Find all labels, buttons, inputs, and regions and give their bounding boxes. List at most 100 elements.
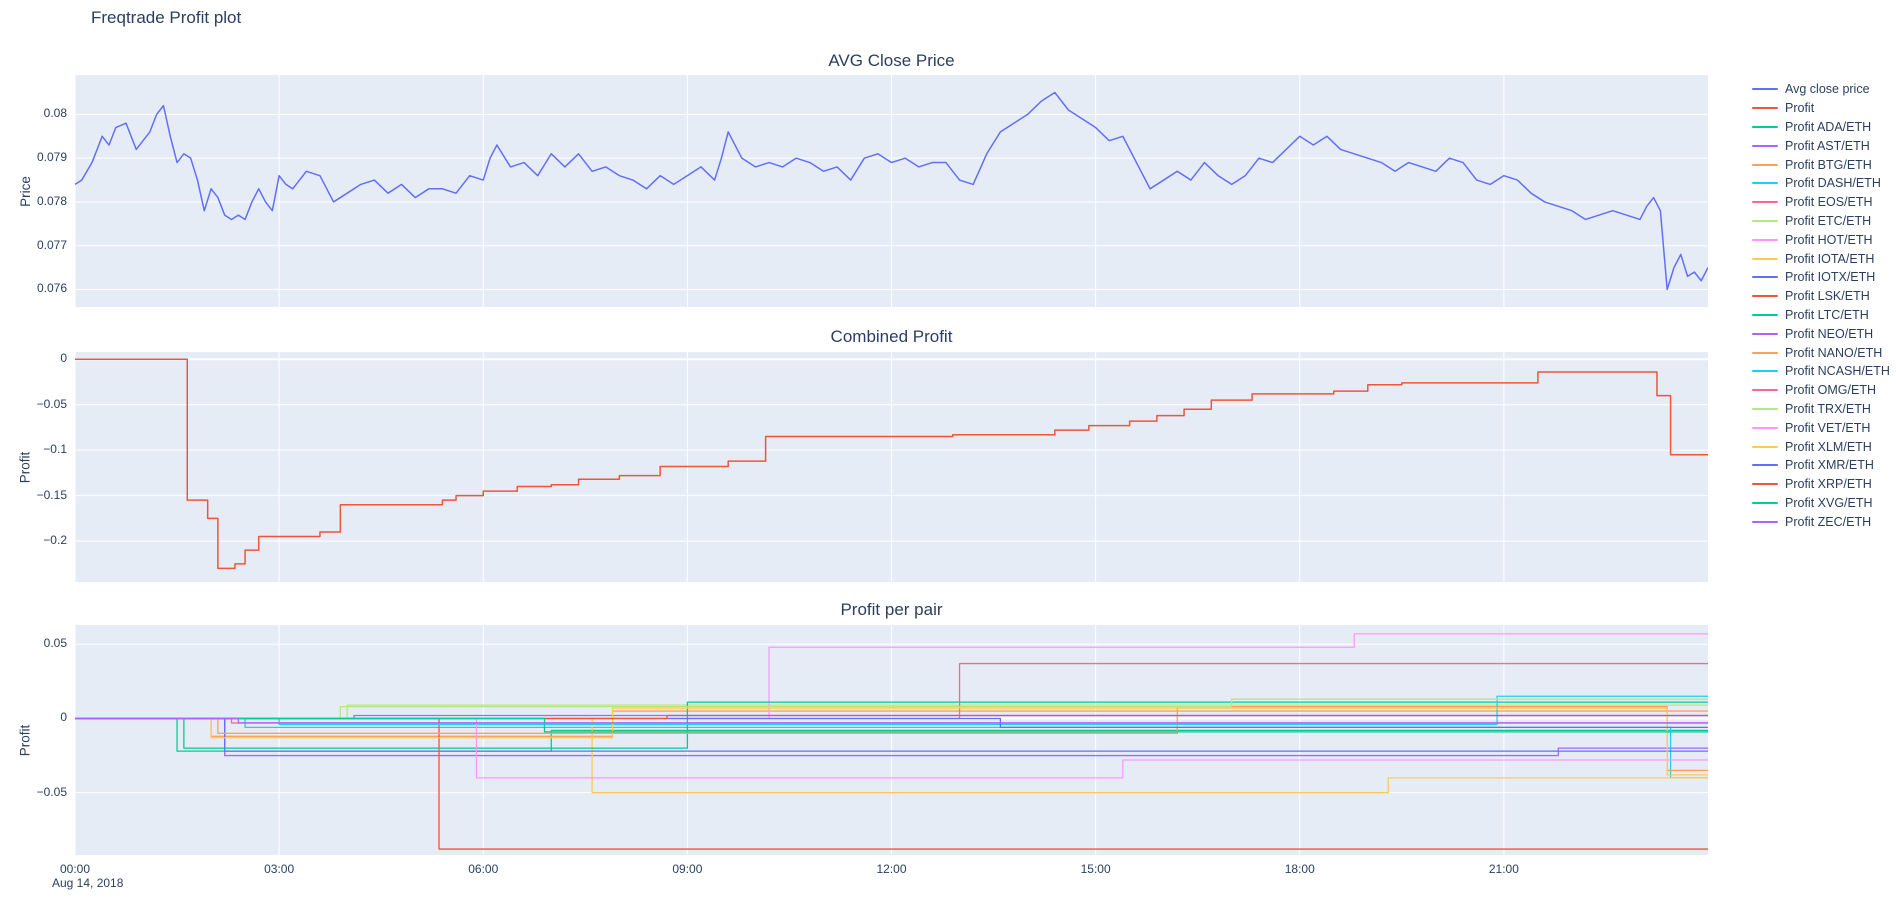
legend-item[interactable]: Avg close price: [1752, 80, 1890, 99]
series-line-avg-close-price[interactable]: [75, 91, 1708, 291]
x-tick-label: 06:00: [468, 862, 499, 876]
legend-line-swatch: [1752, 201, 1778, 204]
series-line-profit-xvg-eth[interactable]: [75, 717, 1708, 733]
legend-item-label: Profit BTG/ETH: [1785, 157, 1872, 172]
legend-item-label: Profit: [1785, 101, 1815, 116]
legend-line-swatch: [1752, 332, 1778, 335]
legend-item[interactable]: Profit TRX/ETH: [1752, 400, 1890, 419]
legend-item-label: Profit VET/ETH: [1785, 420, 1871, 435]
avg-close-price-plot[interactable]: [75, 75, 1708, 307]
x-tick-label: 15:00: [1080, 862, 1111, 876]
legend-line-swatch: [1752, 370, 1778, 373]
legend-item[interactable]: Profit ZEC/ETH: [1752, 512, 1890, 531]
legend-item[interactable]: Profit ADA/ETH: [1752, 118, 1890, 137]
legend-line-swatch: [1752, 125, 1778, 128]
legend-item-label: Profit OMG/ETH: [1785, 383, 1876, 398]
legend-item-label: Profit NEO/ETH: [1785, 326, 1874, 341]
legend-line-swatch: [1752, 88, 1778, 91]
legend-line-swatch: [1752, 107, 1778, 110]
legend: Avg close price Profit Profit ADA/ETH Profi…: [1752, 80, 1890, 531]
legend-item[interactable]: Profit XRP/ETH: [1752, 475, 1890, 494]
legend-item[interactable]: Profit LTC/ETH: [1752, 306, 1890, 325]
combined-profit-plot[interactable]: [75, 352, 1708, 582]
legend-line-swatch: [1752, 445, 1778, 448]
legend-item-label: Profit DASH/ETH: [1785, 176, 1881, 191]
legend-line-swatch: [1752, 389, 1778, 392]
legend-item-label: Profit XMR/ETH: [1785, 458, 1874, 473]
legend-line-swatch: [1752, 295, 1778, 298]
legend-item-label: Profit XRP/ETH: [1785, 477, 1872, 492]
legend-item[interactable]: Profit XMR/ETH: [1752, 456, 1890, 475]
legend-line-swatch: [1752, 483, 1778, 486]
y-axis-label-profit-per-pair-wrap: Profit: [14, 625, 36, 855]
chart-title-combined-profit: Combined Profit: [830, 327, 953, 346]
legend-item[interactable]: Profit IOTA/ETH: [1752, 249, 1890, 268]
profit-per-pair-plot[interactable]: [75, 625, 1708, 855]
chart-title-profit-per-pair: Profit per pair: [840, 600, 943, 619]
legend-item[interactable]: Profit IOTX/ETH: [1752, 268, 1890, 287]
series-line-profit-zec-eth[interactable]: [75, 717, 1708, 724]
legend-item[interactable]: Profit ETC/ETH: [1752, 212, 1890, 231]
legend-item[interactable]: Profit NANO/ETH: [1752, 343, 1890, 362]
legend-line-swatch: [1752, 407, 1778, 410]
legend-item[interactable]: Profit HOT/ETH: [1752, 230, 1890, 249]
legend-item[interactable]: Profit AST/ETH: [1752, 136, 1890, 155]
legend-item-label: Profit IOTA/ETH: [1785, 251, 1875, 266]
legend-item-label: Profit AST/ETH: [1785, 138, 1870, 153]
legend-item-label: Profit HOT/ETH: [1785, 232, 1873, 247]
legend-line-swatch: [1752, 501, 1778, 504]
legend-line-swatch: [1752, 238, 1778, 241]
legend-line-swatch: [1752, 351, 1778, 354]
legend-line-swatch: [1752, 520, 1778, 523]
legend-line-swatch: [1752, 426, 1778, 429]
legend-item-label: Profit XLM/ETH: [1785, 439, 1872, 454]
legend-line-swatch: [1752, 163, 1778, 166]
legend-item-label: Profit ZEC/ETH: [1785, 514, 1872, 529]
y-axis-label-combined-profit-wrap: Profit: [14, 352, 36, 582]
legend-item-label: Profit LSK/ETH: [1785, 289, 1870, 304]
legend-item[interactable]: Profit VET/ETH: [1752, 418, 1890, 437]
x-tick-label: 12:00: [876, 862, 907, 876]
chart-title-avg-close-price: AVG Close Price: [828, 51, 955, 70]
legend-line-swatch: [1752, 144, 1778, 147]
y-axis-label-price-wrap: Price: [14, 75, 36, 307]
x-tick-label: 03:00: [264, 862, 295, 876]
x-tick-label: 09:00: [672, 862, 703, 876]
legend-item-label: Profit ETC/ETH: [1785, 213, 1872, 228]
legend-item-label: Profit EOS/ETH: [1785, 195, 1873, 210]
legend-item[interactable]: Profit LSK/ETH: [1752, 287, 1890, 306]
legend-item[interactable]: Profit XVG/ETH: [1752, 494, 1890, 513]
series-line-profit[interactable]: [75, 358, 1708, 570]
legend-item-label: Profit ADA/ETH: [1785, 119, 1872, 134]
legend-item-label: Profit NANO/ETH: [1785, 345, 1883, 360]
x-tick-label: 00:00: [59, 862, 91, 876]
legend-item-label: Profit IOTX/ETH: [1785, 270, 1876, 285]
x-tick-label: 18:00: [1284, 862, 1315, 876]
legend-item[interactable]: Profit BTG/ETH: [1752, 155, 1890, 174]
legend-item[interactable]: Profit NEO/ETH: [1752, 324, 1890, 343]
legend-item-label: Profit XVG/ETH: [1785, 495, 1873, 510]
y-axis-label-profit-per-pair: Profit: [17, 724, 33, 756]
page-title: Freqtrade Profit plot: [91, 8, 242, 27]
y-axis-label-price: Price: [17, 175, 33, 207]
legend-item[interactable]: Profit: [1752, 99, 1890, 118]
y-axis-label-combined-profit: Profit: [17, 451, 33, 483]
legend-line-swatch: [1752, 276, 1778, 279]
x-axis-date-label: Aug 14, 2018: [52, 876, 124, 890]
legend-item[interactable]: Profit DASH/ETH: [1752, 174, 1890, 193]
legend-line-swatch: [1752, 182, 1778, 185]
legend-line-swatch: [1752, 313, 1778, 316]
x-tick-label: 21:00: [1488, 862, 1519, 876]
legend-item[interactable]: Profit OMG/ETH: [1752, 381, 1890, 400]
legend-line-swatch: [1752, 257, 1778, 260]
legend-item-label: Profit LTC/ETH: [1785, 307, 1869, 322]
legend-line-swatch: [1752, 219, 1778, 222]
legend-item-label: Profit TRX/ETH: [1785, 401, 1871, 416]
legend-item[interactable]: Profit XLM/ETH: [1752, 437, 1890, 456]
legend-item-label: Profit NCASH/ETH: [1785, 364, 1890, 379]
legend-item[interactable]: Profit EOS/ETH: [1752, 193, 1890, 212]
legend-line-swatch: [1752, 464, 1778, 467]
legend-item[interactable]: Profit NCASH/ETH: [1752, 362, 1890, 381]
legend-item-label: Avg close price: [1785, 82, 1870, 97]
